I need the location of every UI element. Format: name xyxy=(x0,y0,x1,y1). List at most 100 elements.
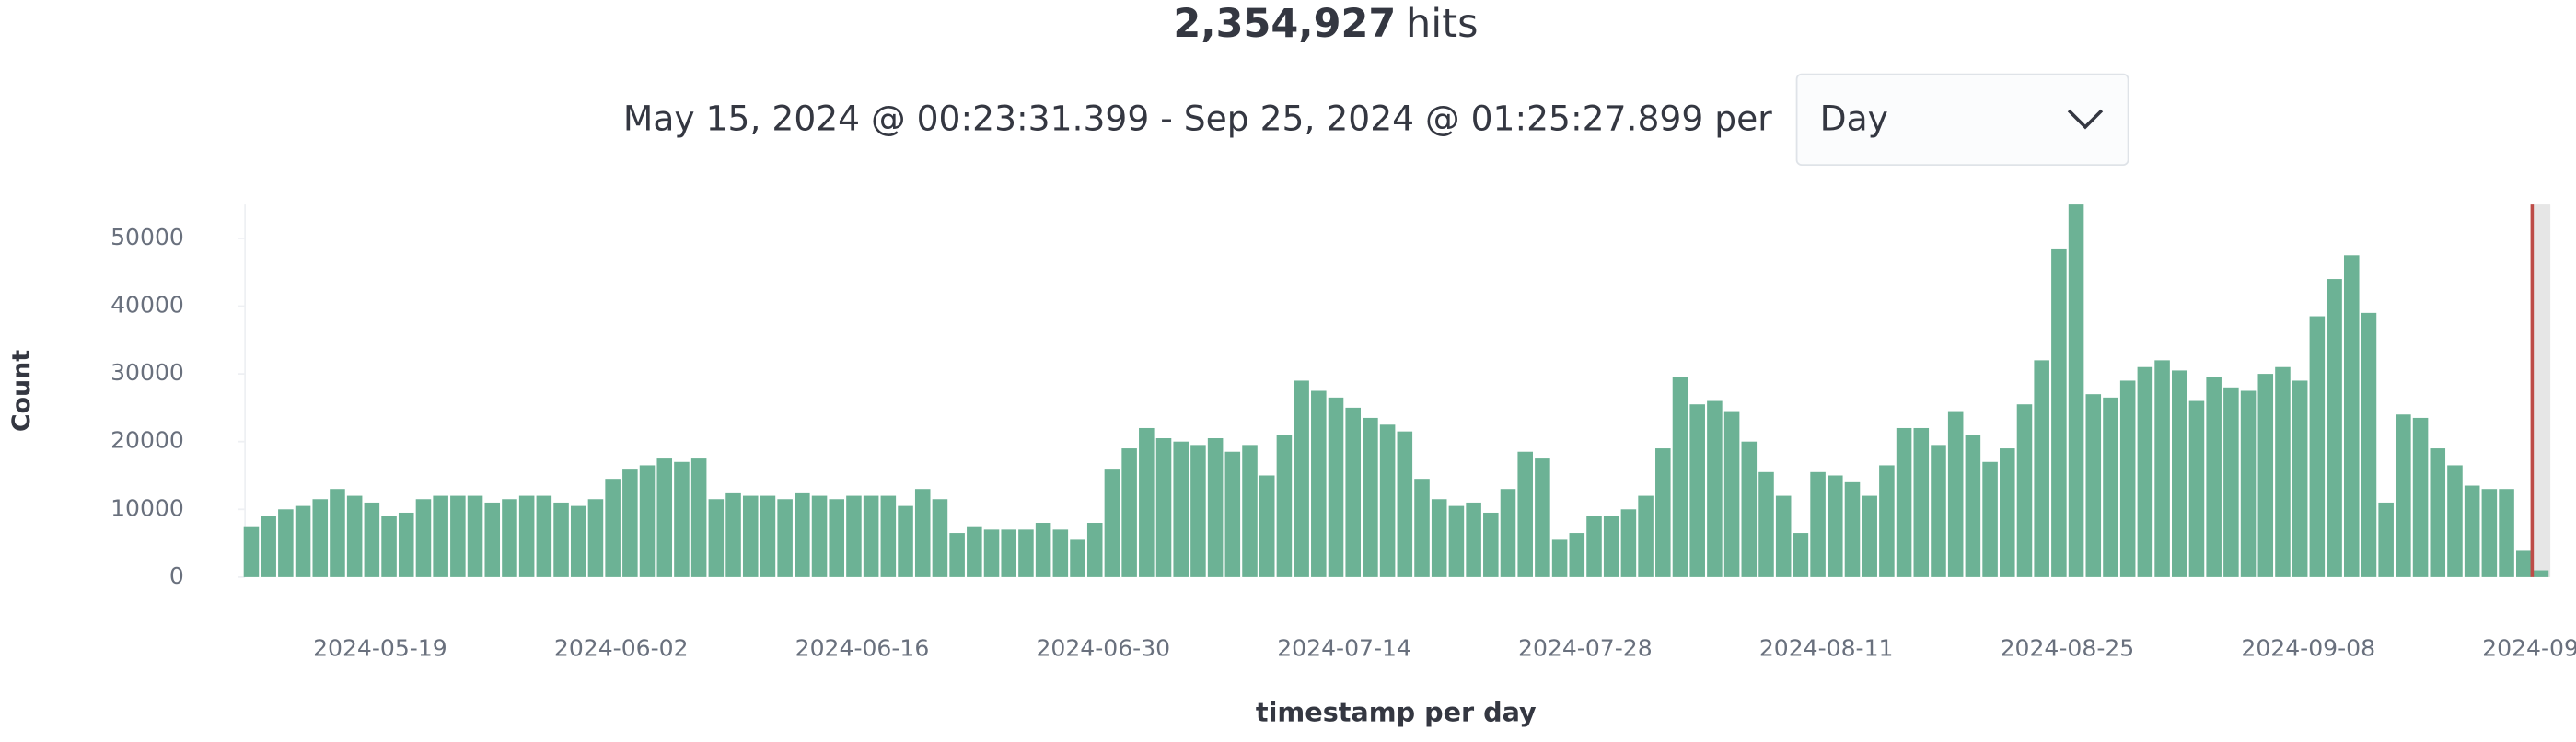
bar xyxy=(1155,438,1172,577)
bar xyxy=(2430,448,2446,577)
interval-select[interactable]: Day xyxy=(1795,73,2129,167)
bar xyxy=(536,495,552,577)
x-tick-label: 2024-06-30 xyxy=(1036,635,1170,662)
x-tick-label: 2024-07-14 xyxy=(1277,635,1411,662)
bar xyxy=(2016,404,2033,577)
bar xyxy=(1121,448,1137,577)
bar xyxy=(433,495,448,577)
bar xyxy=(346,495,363,577)
bar xyxy=(2275,366,2291,577)
y-tick-label: 50000 xyxy=(110,224,184,250)
bar xyxy=(622,469,638,577)
bar xyxy=(1844,481,1861,577)
bar xyxy=(553,502,569,577)
bar xyxy=(1018,529,1034,577)
bar xyxy=(1828,475,1843,577)
bar xyxy=(587,499,604,577)
bar xyxy=(1862,495,1877,577)
bar xyxy=(484,502,501,577)
bar xyxy=(1431,499,1447,577)
bar xyxy=(1035,523,1051,577)
bar xyxy=(1793,533,1809,577)
hit-count: 2,354,927 xyxy=(1173,1,1396,47)
future-band xyxy=(2532,204,2551,577)
bar xyxy=(2499,489,2514,577)
bar xyxy=(2119,380,2136,577)
bar xyxy=(243,526,260,577)
bar xyxy=(1758,471,1774,577)
x-axis-title: timestamp per day xyxy=(1256,697,1537,728)
bar xyxy=(261,516,276,577)
bar xyxy=(863,495,879,577)
bar xyxy=(2206,377,2222,577)
bar xyxy=(1603,516,1619,577)
chevron[interactable] xyxy=(2067,109,2104,130)
bar xyxy=(1965,435,1981,577)
bar xyxy=(2223,387,2239,577)
bar xyxy=(2447,465,2463,577)
x-tick-label: 2024-07-28 xyxy=(1518,635,1653,662)
bar xyxy=(811,495,828,577)
bar xyxy=(1173,441,1189,577)
bar xyxy=(846,495,862,577)
bar xyxy=(502,499,517,577)
bar xyxy=(2034,360,2049,577)
bar xyxy=(2481,489,2498,577)
bar xyxy=(983,529,1000,577)
x-tick-label: 2024-05-19 xyxy=(313,635,447,662)
bar xyxy=(880,495,897,577)
x-tick-label: 2024-06-02 xyxy=(554,635,689,662)
bar xyxy=(2533,570,2549,577)
y-axis-title: Count xyxy=(7,350,36,432)
bar xyxy=(1224,451,1241,577)
bar xyxy=(415,499,432,577)
bar xyxy=(1913,427,1930,577)
bar xyxy=(1810,471,1826,577)
bar xyxy=(932,499,948,577)
bar xyxy=(1586,516,1602,577)
bar xyxy=(2103,397,2118,577)
bar xyxy=(2515,550,2532,577)
bar xyxy=(467,495,483,577)
bar xyxy=(2343,255,2360,577)
bar xyxy=(777,499,793,577)
select-box[interactable] xyxy=(1795,73,2129,167)
bar xyxy=(674,461,690,577)
bar xyxy=(1466,502,1481,577)
y-tick-label: 20000 xyxy=(110,427,184,454)
bar xyxy=(2154,360,2170,577)
bar xyxy=(1655,448,1671,577)
bar xyxy=(2464,485,2480,577)
bar xyxy=(278,509,294,577)
bar xyxy=(708,499,725,577)
bar xyxy=(1001,529,1017,577)
x-tick-label: 2024-09-08 xyxy=(2241,635,2375,662)
bar xyxy=(1345,407,1361,577)
bar xyxy=(742,495,759,577)
bar xyxy=(1638,495,1654,577)
bar xyxy=(1139,427,1155,577)
bar xyxy=(725,492,741,577)
bar xyxy=(1707,400,1723,577)
bar xyxy=(330,489,345,577)
bar xyxy=(914,489,931,577)
bar xyxy=(1517,451,1533,577)
bar xyxy=(1775,495,1792,577)
bar xyxy=(518,495,535,577)
plot: 0 10000 20000 30000 40000 50000 2024-05-19 2024… xyxy=(110,204,2576,662)
bar xyxy=(1689,404,1705,577)
bar xyxy=(2000,448,2015,577)
bar xyxy=(639,465,656,577)
y-tick-label: 30000 xyxy=(110,359,184,386)
bar xyxy=(1276,435,1293,577)
select-value[interactable]: Day xyxy=(1820,98,1888,138)
bar xyxy=(1363,417,1378,577)
bar xyxy=(1741,441,1758,577)
bar xyxy=(656,458,673,577)
bar xyxy=(1982,461,1998,577)
bar xyxy=(2068,204,2084,577)
y-tick-label: 0 xyxy=(169,562,184,589)
bar xyxy=(1104,469,1120,577)
bar xyxy=(2396,414,2411,577)
